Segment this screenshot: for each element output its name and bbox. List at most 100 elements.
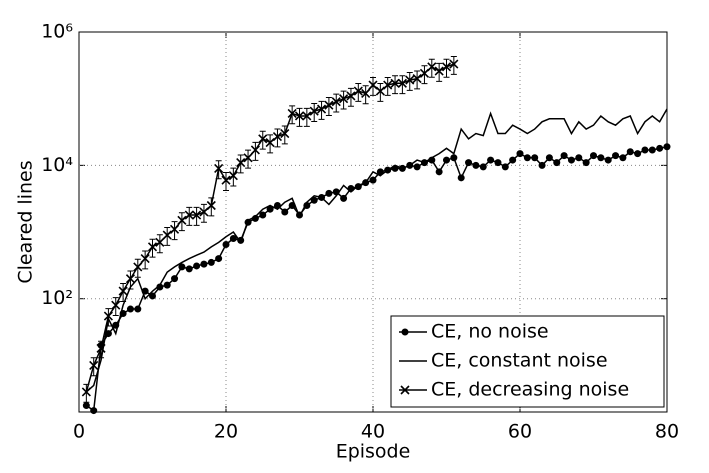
error-bar [311, 103, 318, 122]
x-marker [192, 210, 202, 220]
error-bar [399, 75, 406, 95]
dot-marker [567, 156, 575, 164]
dot-marker [590, 152, 597, 160]
x-marker [214, 163, 224, 173]
dot-marker [90, 407, 98, 415]
dot-marker [340, 194, 348, 202]
error-bar [112, 297, 119, 317]
error-bar [340, 90, 347, 110]
error-bar [347, 87, 354, 107]
x-tick-label: 80 [655, 421, 679, 443]
error-bar [208, 197, 215, 217]
error-bar [178, 212, 185, 232]
x-marker [221, 175, 231, 185]
dot-marker [200, 260, 208, 268]
error-bar [245, 149, 252, 169]
x-marker [441, 62, 452, 72]
dot-marker [494, 159, 502, 167]
dot-marker [626, 148, 634, 156]
x-marker [111, 300, 121, 310]
dot-marker [134, 305, 142, 313]
x-marker [184, 210, 194, 220]
x-marker [449, 59, 459, 69]
dot-marker [443, 156, 450, 164]
error-bar [274, 128, 281, 148]
dot-marker [487, 156, 495, 164]
error-bar [127, 270, 134, 290]
dot-marker [604, 156, 612, 164]
dot-marker [207, 258, 215, 266]
dot-marker [266, 205, 274, 213]
dot-marker [582, 159, 590, 167]
x-marker [280, 128, 290, 139]
error-bar [164, 226, 171, 246]
x-marker [96, 343, 106, 353]
error-bar [384, 76, 391, 96]
error-bar [237, 154, 244, 174]
dot-marker [163, 281, 171, 289]
x-marker [309, 106, 319, 116]
dot-marker [545, 154, 553, 162]
x-marker [294, 111, 305, 121]
error-bar [267, 134, 274, 154]
error-bar [215, 160, 222, 180]
error-bar [120, 283, 127, 302]
dot-marker [516, 150, 524, 158]
error-bar [414, 70, 421, 90]
error-bar [193, 206, 200, 226]
error-bar [450, 56, 457, 75]
x-marker [390, 78, 400, 88]
error-bar [171, 221, 178, 241]
error-bar [142, 250, 149, 270]
error-bar [259, 130, 266, 150]
error-bar [186, 206, 193, 226]
x-marker [81, 387, 91, 397]
dot-marker [619, 154, 627, 162]
dot-marker [185, 265, 193, 273]
dot-marker [553, 159, 561, 167]
dot-marker [560, 152, 568, 160]
x-marker [427, 62, 437, 72]
x-marker [302, 111, 312, 121]
error-bar [98, 340, 105, 359]
error-bar [303, 107, 310, 127]
error-bar [289, 105, 296, 125]
dot-marker [457, 174, 465, 182]
x-marker [316, 104, 327, 114]
dot-marker [612, 152, 620, 160]
legend-marker [401, 328, 409, 336]
x-marker [272, 132, 283, 142]
dot-marker [251, 214, 259, 222]
y-tick-label: 10² [41, 287, 73, 309]
x-marker [258, 134, 268, 144]
legend-label: CE, no noise [431, 321, 549, 343]
dot-marker [472, 161, 480, 169]
y-tick-label: 10⁴ [41, 154, 73, 176]
x-marker [103, 311, 113, 321]
x-marker [155, 237, 165, 247]
error-bar [325, 97, 332, 116]
dot-marker [193, 262, 201, 270]
dot-marker [171, 275, 179, 283]
dot-marker [325, 189, 333, 197]
error-bar [200, 203, 207, 223]
error-bar [355, 82, 362, 102]
error-bar [156, 234, 163, 254]
dot-marker [413, 163, 421, 171]
x-marker [287, 108, 297, 119]
x-marker [331, 97, 341, 107]
error-bar [436, 62, 443, 82]
x-marker [162, 230, 172, 240]
dot-marker [215, 255, 223, 263]
error-bar [83, 383, 90, 403]
dot-marker [229, 234, 237, 242]
x-marker [89, 360, 99, 370]
dot-marker [501, 163, 509, 171]
y-axis-label: Cleared lines [15, 160, 37, 283]
x-marker [361, 88, 371, 98]
error-bar [90, 357, 97, 377]
error-bar [392, 75, 399, 95]
error-bar [370, 76, 376, 96]
dot-marker [82, 402, 90, 410]
